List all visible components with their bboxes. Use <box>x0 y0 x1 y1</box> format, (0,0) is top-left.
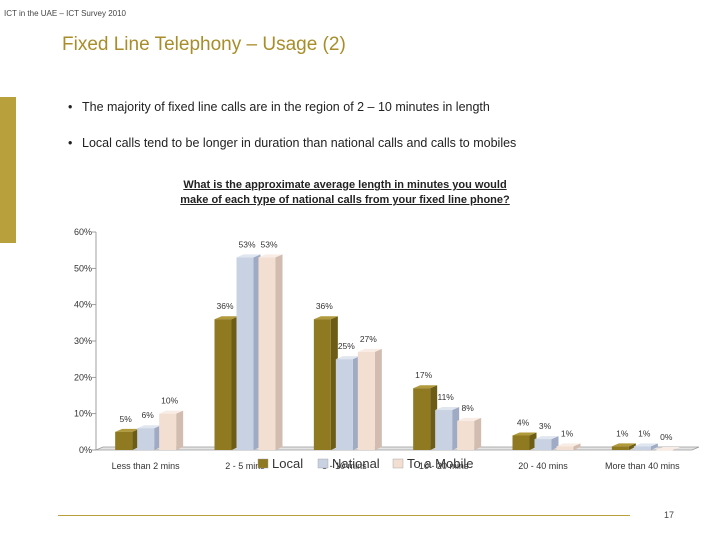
bar-top <box>313 316 338 320</box>
legend-label: National <box>332 456 380 471</box>
bar <box>556 446 574 450</box>
bullet-text: Local calls tend to be longer in duratio… <box>82 136 517 150</box>
x-tick-label: Less than 2 mins <box>112 461 181 471</box>
bar-top <box>236 254 261 258</box>
bar <box>655 450 673 451</box>
y-tick-label: 10% <box>74 409 92 419</box>
bar-side <box>474 417 482 450</box>
bar <box>236 257 254 450</box>
bar-top <box>413 385 438 389</box>
bar <box>258 257 276 450</box>
bar-top <box>137 425 162 429</box>
y-tick-label: 0% <box>79 445 92 455</box>
data-label: 1% <box>561 428 574 438</box>
chart-title-line: What is the approximate average length i… <box>183 179 507 191</box>
bar <box>357 351 375 450</box>
bar-top <box>512 432 537 436</box>
data-label: 25% <box>338 341 355 351</box>
bar-side <box>275 254 283 450</box>
bar-top <box>258 254 283 258</box>
bar <box>335 359 353 450</box>
data-label: 36% <box>216 301 233 311</box>
bullet-item: • Local calls tend to be longer in durati… <box>68 136 516 150</box>
chart-title-line: make of each type of national calls from… <box>180 194 510 206</box>
chart-title: What is the approximate average length i… <box>140 178 550 208</box>
page-number: 17 <box>664 510 675 520</box>
bullet-text: The majority of fixed line calls are in … <box>82 100 490 114</box>
data-label: 4% <box>517 417 530 427</box>
data-label: 17% <box>415 370 432 380</box>
data-label: 36% <box>316 301 333 311</box>
data-label: 53% <box>238 239 255 249</box>
bullet-list: • The majority of fixed line calls are in… <box>68 100 516 172</box>
y-tick-label: 60% <box>74 227 92 237</box>
bar-side <box>628 443 636 450</box>
y-tick-label: 50% <box>74 263 92 273</box>
bar <box>534 439 552 450</box>
bar-side <box>650 443 658 450</box>
bar-top <box>457 417 482 421</box>
data-label: 27% <box>360 334 377 344</box>
bar-side <box>374 348 382 450</box>
bar-top <box>115 428 140 432</box>
data-label: 53% <box>260 239 277 249</box>
bar <box>159 413 177 450</box>
legend-label: Local <box>272 456 303 471</box>
footer-divider <box>58 515 630 516</box>
bar-top <box>159 410 184 414</box>
bar <box>611 446 629 450</box>
data-label: 8% <box>462 403 475 413</box>
bar <box>137 428 155 450</box>
bar-top <box>655 447 680 450</box>
bar-top <box>534 436 559 440</box>
y-tick-label: 20% <box>74 372 92 382</box>
bar-side <box>573 443 581 450</box>
bar-top <box>214 316 239 320</box>
x-tick-label: 10 - 20 mins <box>419 461 469 471</box>
bar-top <box>611 443 636 447</box>
x-tick-label: 20 - 40 mins <box>518 461 568 471</box>
bullet-dot: • <box>68 136 73 150</box>
legend-swatch <box>317 458 329 469</box>
bar <box>214 319 232 450</box>
legend-swatch <box>257 458 269 469</box>
bar <box>435 410 453 450</box>
bullet-item: • The majority of fixed line calls are in… <box>68 100 516 114</box>
x-tick-label: More than 40 mins <box>605 461 680 471</box>
data-label: 1% <box>638 428 651 438</box>
bar-top <box>335 356 360 360</box>
y-tick-label: 40% <box>74 300 92 310</box>
data-label: 10% <box>161 396 178 406</box>
data-label: 1% <box>616 428 629 438</box>
legend-swatch <box>392 458 404 469</box>
page-title: Fixed Line Telephony – Usage (2) <box>62 34 346 55</box>
legend-label: To a Mobile <box>407 456 473 471</box>
x-tick-label: 2 - 5 mins <box>225 461 265 471</box>
bar-top <box>633 443 658 447</box>
bar-side <box>176 410 184 450</box>
bar <box>413 388 431 450</box>
x-tick-label: 5 - 10 mins <box>322 461 367 471</box>
bar <box>512 435 530 450</box>
accent-bar <box>0 97 16 243</box>
chart-floor <box>95 446 700 451</box>
bar <box>115 431 133 450</box>
bar <box>313 319 331 450</box>
bar-top <box>357 348 382 352</box>
data-label: 3% <box>539 421 552 431</box>
y-tick-label: 30% <box>74 336 92 346</box>
data-label: 0% <box>660 432 673 442</box>
bullet-dot: • <box>68 100 73 114</box>
bar <box>633 446 651 450</box>
data-label: 6% <box>142 410 155 420</box>
header-text: ICT in the UAE – ICT Survey 2010 <box>4 9 126 18</box>
bar-top <box>556 443 581 447</box>
data-label: 11% <box>437 392 454 402</box>
bar <box>457 420 475 450</box>
data-label: 5% <box>120 414 133 424</box>
bar-top <box>435 407 460 411</box>
